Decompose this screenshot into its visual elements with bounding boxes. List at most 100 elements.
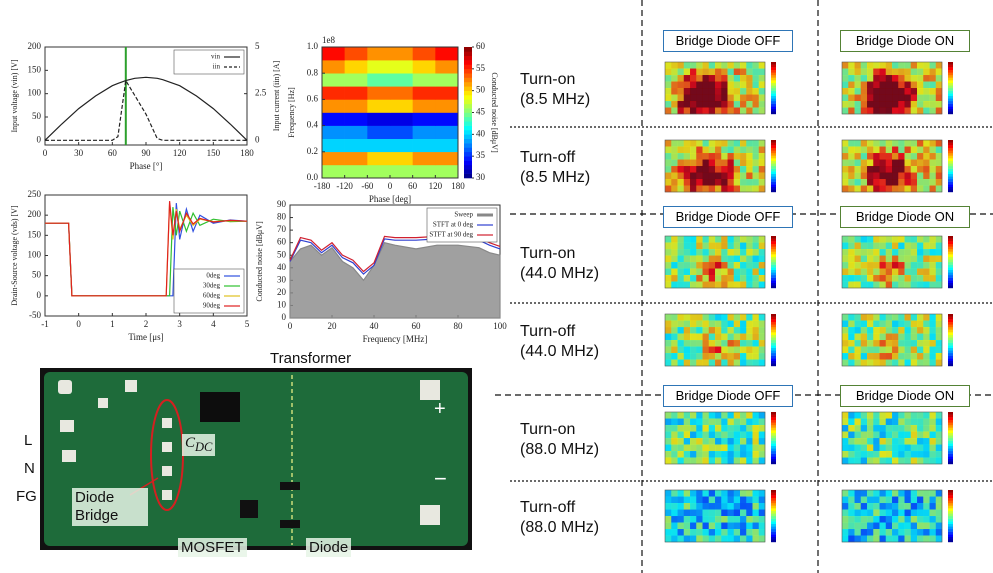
map-cell — [905, 314, 911, 321]
map-cell — [930, 282, 936, 289]
map-cell — [703, 108, 709, 115]
map-cell — [728, 360, 734, 367]
map-cell — [753, 62, 759, 69]
map-cell — [721, 256, 727, 263]
map-cell — [855, 256, 861, 263]
map-cell — [671, 262, 677, 269]
map-cell — [892, 536, 898, 543]
map-cell — [734, 432, 740, 439]
map-colorbar — [948, 324, 953, 327]
map-cell — [740, 353, 746, 360]
map-cell — [728, 412, 734, 419]
map-cell — [905, 490, 911, 497]
map-colorbar — [771, 327, 776, 330]
map-cell — [671, 256, 677, 263]
map-cell — [898, 147, 904, 154]
map-cell — [905, 516, 911, 523]
map-cell — [936, 282, 942, 289]
map-cell — [715, 314, 721, 321]
colorbar-step — [464, 121, 472, 126]
map-cell — [715, 451, 721, 458]
map-cell — [867, 419, 873, 426]
map-cell — [892, 82, 898, 89]
map-cell — [867, 458, 873, 465]
map-cell — [696, 503, 702, 510]
map-cell — [715, 236, 721, 243]
map-cell — [728, 82, 734, 89]
heat-cell — [367, 165, 390, 178]
heat-cell — [390, 86, 413, 99]
map-cell — [892, 419, 898, 426]
map-cell — [842, 503, 848, 510]
map-cell — [898, 75, 904, 82]
map-cell — [715, 282, 721, 289]
map-cell — [703, 536, 709, 543]
map-cell — [715, 275, 721, 282]
map-cell — [746, 497, 752, 504]
map-colorbar — [948, 422, 953, 425]
map-cell — [671, 516, 677, 523]
map-cell — [848, 186, 854, 193]
map-colorbar — [771, 461, 776, 464]
map-cell — [678, 432, 684, 439]
map-cell — [923, 327, 929, 334]
map-cell — [936, 334, 942, 341]
map-cell — [930, 108, 936, 115]
map-cell — [734, 425, 740, 432]
map-cell — [690, 275, 696, 282]
map-cell — [848, 497, 854, 504]
map-cell — [930, 360, 936, 367]
map-colorbar — [771, 244, 776, 247]
map-cell — [696, 327, 702, 334]
map-colorbar — [771, 96, 776, 99]
map-cell — [855, 347, 861, 354]
map-cell — [684, 458, 690, 465]
map-cell — [873, 256, 879, 263]
map-cell — [665, 321, 671, 328]
map-cell — [734, 249, 740, 256]
map-colorbar — [948, 158, 953, 161]
heat-cell — [322, 113, 345, 126]
map-cell — [917, 497, 923, 504]
map-cell — [892, 108, 898, 115]
map-cell — [917, 321, 923, 328]
map-cell — [842, 458, 848, 465]
map-cell — [892, 173, 898, 180]
map-cell — [709, 173, 715, 180]
map-cell — [848, 432, 854, 439]
map-cell — [911, 243, 917, 250]
colorbar-tick-label: 45 — [476, 107, 486, 117]
map-cell — [930, 412, 936, 419]
map-cell — [703, 523, 709, 530]
map-cell — [759, 347, 765, 354]
map-cell — [873, 523, 879, 530]
map-cell — [892, 445, 898, 452]
map-cell — [861, 160, 867, 167]
map-cell — [696, 173, 702, 180]
map-cell — [930, 173, 936, 180]
map-cell — [684, 147, 690, 154]
map-colorbar — [948, 332, 953, 335]
map-cell — [709, 275, 715, 282]
map-colorbar — [771, 314, 776, 317]
field-map — [665, 314, 776, 366]
map-cell — [721, 179, 727, 186]
map-cell — [684, 243, 690, 250]
map-cell — [873, 497, 879, 504]
map-colorbar — [771, 322, 776, 325]
map-cell — [759, 140, 765, 147]
map-cell — [721, 108, 727, 115]
map-cell — [671, 69, 677, 76]
field-map — [842, 490, 953, 542]
map-cell — [905, 432, 911, 439]
map-cell — [696, 269, 702, 276]
map-cell — [911, 166, 917, 173]
map-cell — [703, 147, 709, 154]
map-cell — [684, 438, 690, 445]
map-cell — [842, 243, 848, 250]
series-line — [45, 81, 247, 141]
map-cell — [880, 419, 886, 426]
map-cell — [678, 282, 684, 289]
map-cell — [753, 69, 759, 76]
map-cell — [709, 160, 715, 167]
